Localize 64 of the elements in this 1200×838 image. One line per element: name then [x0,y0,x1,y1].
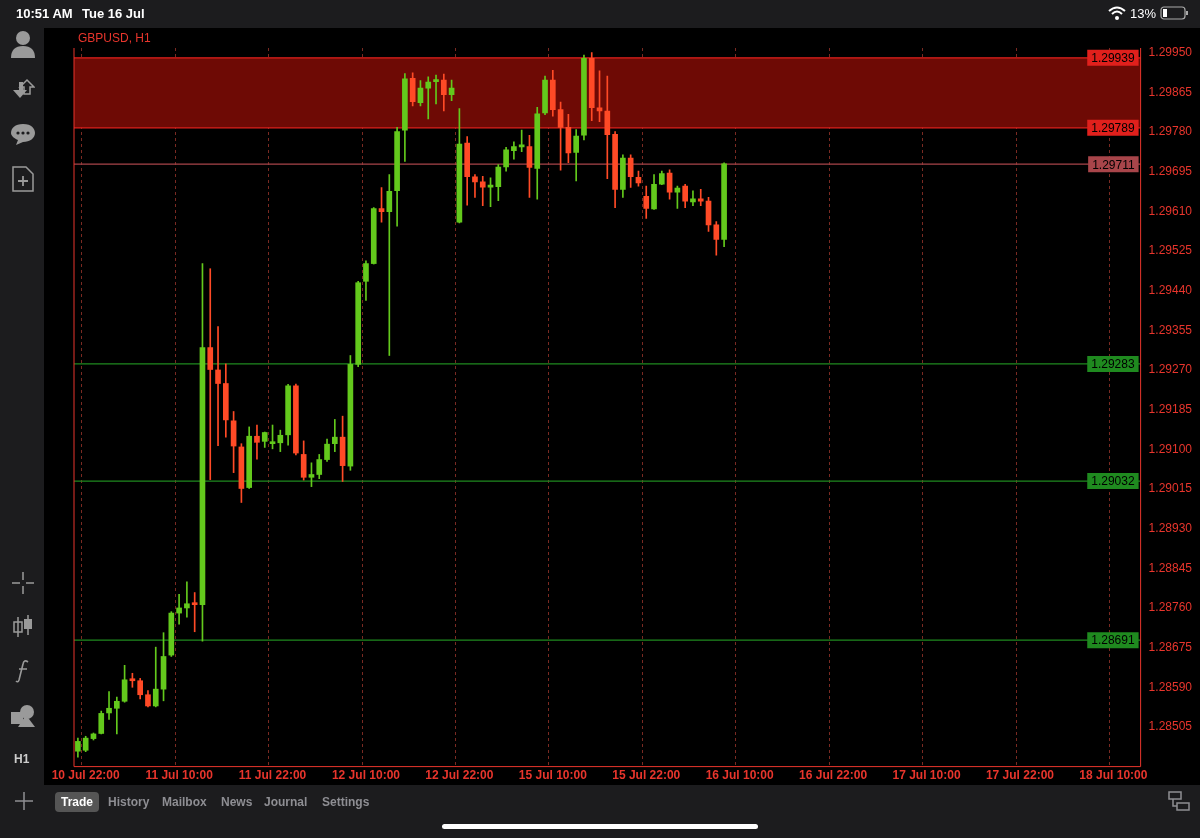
x-tick-label: 16 Jul 10:00 [705,768,775,783]
y-tick-label: 1.29695 [1148,163,1193,178]
candlestick [479,175,486,207]
candlestick [604,75,611,179]
text: Settings [322,795,370,809]
text: Tue 16 Jul [82,6,145,21]
candlestick [697,189,704,207]
y-tick-label: 1.28930 [1148,520,1193,535]
text: 13% [1130,6,1157,21]
candlestick [215,326,221,446]
y-tick-label: 1.28760 [1148,600,1193,615]
x-tick-label: 15 Jul 22:00 [612,768,681,783]
ref-line-label: 1.29283 [1091,357,1135,372]
x-tick-label: 16 Jul 22:00 [799,768,868,783]
ref-line-label: 1.29789 [1091,121,1135,136]
y-tick-label: 1.29525 [1148,243,1193,258]
candlestick [254,424,260,460]
candlestick [331,419,338,452]
ref-line-label: 1.29939 [1091,51,1135,66]
candlestick [207,268,214,480]
y-tick-label: 1.29185 [1148,401,1193,416]
y-tick-label: 1.29015 [1148,481,1193,496]
text: History [108,795,150,809]
ref-line-label: 1.28691 [1091,633,1135,648]
chart-title: GBPUSD, H1 [78,31,152,46]
candlestick [191,592,198,633]
candlestick [425,76,432,120]
y-tick-label: 1.28590 [1148,679,1193,694]
text: News [221,795,253,809]
x-tick-label: 18 Jul 10:00 [1079,768,1148,783]
x-tick-label: 17 Jul 10:00 [892,768,961,783]
candlestick [184,581,190,618]
y-tick-label: 1.29270 [1148,362,1193,377]
y-tick-label: 1.28675 [1148,639,1193,654]
candlestick [106,691,112,720]
candlestick [113,696,120,735]
candlestick [690,190,696,207]
x-tick-label: 11 Jul 10:00 [145,768,214,783]
text: Mailbox [162,795,207,809]
x-tick-label: 11 Jul 22:00 [238,768,307,783]
ref-line-label: 1.29711 [1092,157,1135,172]
y-tick-label: 1.28845 [1148,560,1193,575]
text: 10:51 AM [16,6,73,21]
y-tick-label: 1.28505 [1148,719,1193,734]
x-tick-label: 10 Jul 22:00 [51,768,121,783]
text: Trade [55,792,100,812]
x-tick-label: 17 Jul 22:00 [985,768,1055,783]
candlestick [433,74,439,105]
y-tick-label: 1.29355 [1148,322,1193,337]
candlestick [472,174,478,198]
y-tick-label: 1.29950 [1148,44,1193,59]
x-tick-label: 15 Jul 10:00 [518,768,588,783]
x-tick-label: 12 Jul 22:00 [425,768,494,783]
y-tick-label: 1.29865 [1148,84,1193,99]
y-tick-label: 1.29610 [1148,203,1193,218]
candlestick [176,594,182,625]
candlestick [386,174,393,356]
ref-line-label: 1.29032 [1091,474,1135,489]
x-tick-label: 12 Jul 10:00 [331,768,401,783]
y-tick-label: 1.29440 [1148,282,1193,297]
y-tick-label: 1.29100 [1148,441,1193,456]
text: Journal [264,795,308,809]
y-tick-label: 1.29780 [1148,124,1193,139]
text: H1 [14,752,30,766]
